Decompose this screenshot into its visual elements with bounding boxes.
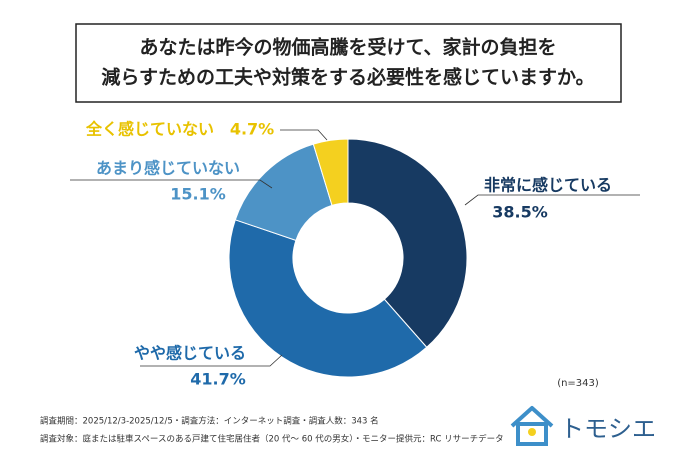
leader-line [140, 354, 283, 367]
slice [312, 138, 349, 207]
slice [228, 219, 428, 378]
chart-title: あなたは昨今の物価高騰を受けて、家計の負担を [139, 36, 556, 59]
value-label: 38.5% [492, 203, 548, 222]
leader-line [464, 194, 640, 206]
value-label: 41.7% [190, 370, 246, 389]
category-label: 非常に感じている [484, 176, 612, 195]
value-label: 4.7% [230, 120, 274, 139]
value-label: 15.1% [170, 185, 226, 204]
slice [347, 138, 468, 348]
category-label: 全く感じていない [85, 120, 214, 139]
logo: トモシエ [510, 406, 656, 446]
footnote: 調査期間：2025/12/3-2025/12/5・調査方法：インターネット調査・… [40, 416, 379, 427]
sample-size: (n=343) [557, 378, 599, 389]
leader-line [280, 129, 328, 141]
chart-title: 減らすための工夫や対策をする必要性を感じていますか。 [101, 66, 594, 89]
category-label: やや感じている [134, 344, 246, 363]
brand: トモシエ [560, 415, 656, 443]
title-box [75, 23, 622, 103]
category-label: あまり感じていない [96, 159, 240, 178]
footnote: 調査対象：庭または駐車スペースのある戸建て住宅居住者（20 代～ 60 代の男女… [40, 434, 504, 445]
leader-line [70, 179, 273, 189]
